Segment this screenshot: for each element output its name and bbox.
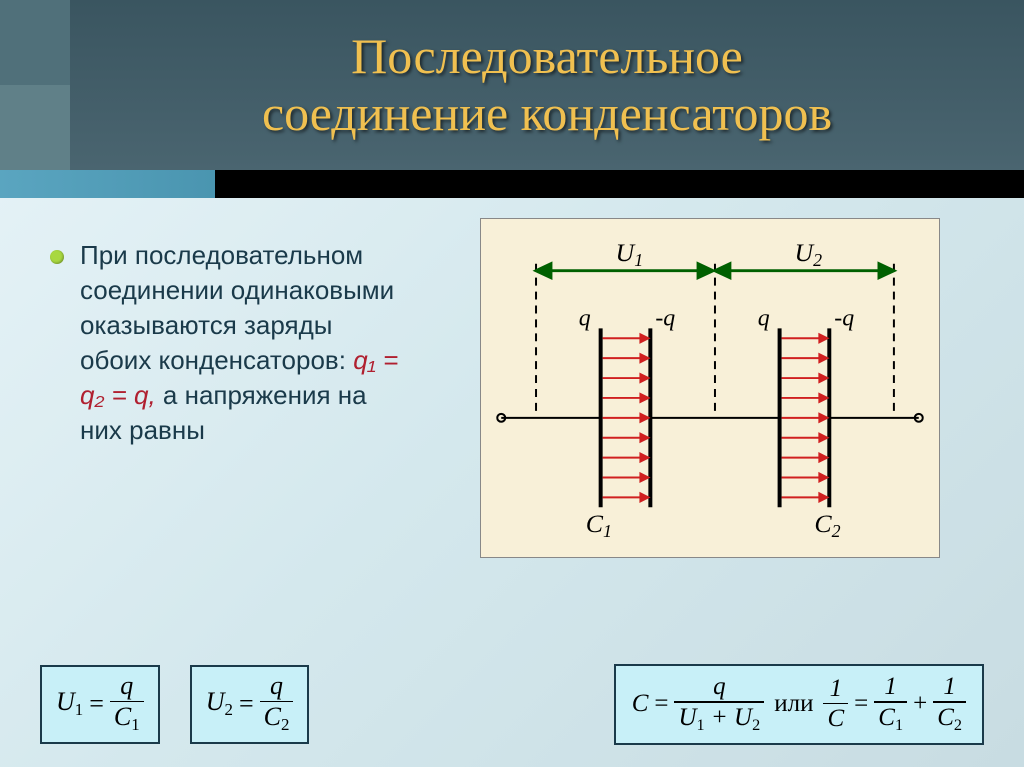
label-C2: C2 (814, 509, 840, 541)
label-neg-q1: -q (655, 305, 675, 331)
underline-strip (0, 170, 1024, 198)
bullet-icon (50, 250, 64, 264)
page-title: Последовательное соединение конденсаторо… (262, 28, 832, 143)
formula-U2: U2 = q C2 (190, 665, 310, 744)
conjunction-text: или (774, 690, 813, 718)
diagram-svg: U1 U2 q -q q -q C1 C2 (481, 219, 939, 557)
label-q1: q (579, 305, 591, 331)
title-line-1: Последовательное (351, 28, 743, 84)
bullet-part1: При последовательном соединении одинаков… (80, 240, 394, 375)
label-U2: U2 (795, 238, 823, 270)
label-q2: q (758, 305, 770, 331)
text-column: При последовательном соединении одинаков… (50, 238, 400, 558)
label-neg-q2: -q (834, 305, 854, 331)
title-accent (0, 0, 70, 170)
title-line-2: соединение конденсаторов (262, 85, 832, 141)
bullet-item: При последовательном соединении одинаков… (50, 238, 400, 449)
label-U1: U1 (616, 238, 644, 270)
formula-row: U1 = q C1 U2 = q C2 C = q U1 + U2 или (0, 664, 1024, 745)
field-lines-c2 (782, 334, 828, 501)
content-area: При последовательном соединении одинаков… (0, 198, 1024, 578)
label-C1: C1 (586, 509, 612, 541)
field-lines-c1 (603, 334, 649, 501)
title-bar: Последовательное соединение конденсаторо… (0, 0, 1024, 170)
formula-U1: U1 = q C1 (40, 665, 160, 744)
bullet-text: При последовательном соединении одинаков… (80, 238, 400, 449)
title-container: Последовательное соединение конденсаторо… (70, 0, 1024, 170)
formula-C-combined: C = q U1 + U2 или 1 C = 1 C1 + 1 C2 (614, 664, 984, 745)
circuit-diagram: U1 U2 q -q q -q C1 C2 (480, 218, 940, 558)
